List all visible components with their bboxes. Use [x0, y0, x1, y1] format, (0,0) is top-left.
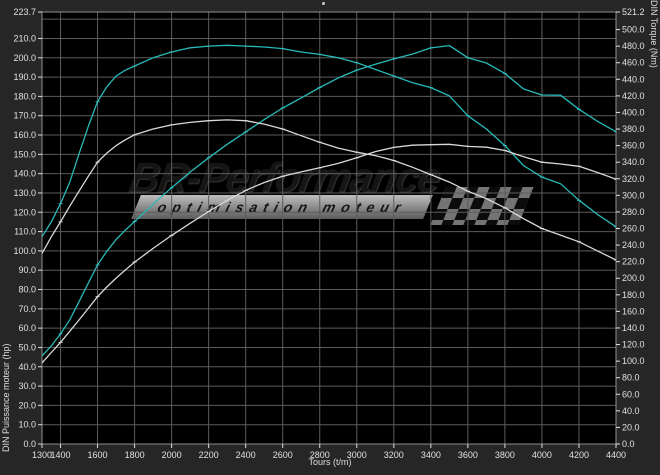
left-tick-label: 90.0 [18, 265, 36, 275]
left-tick-label: 30.0 [18, 381, 36, 391]
left-tick-label: 50.0 [18, 342, 36, 352]
right-tick-label: 480.0 [622, 41, 645, 51]
right-tick-label: 20.0 [622, 422, 640, 432]
left-tick-label: 210.0 [13, 33, 36, 43]
right-tick-label: 500.0 [622, 25, 645, 35]
right-tick-label: 360.0 [622, 141, 645, 151]
left-tick-label: 40.0 [18, 362, 36, 372]
x-tick-label: 3400 [421, 450, 441, 460]
right-tick-label: 420.0 [622, 91, 645, 101]
right-tick-label: 0.0 [622, 439, 635, 449]
x-tick-label: 3200 [384, 450, 404, 460]
x-tick-label: 2600 [273, 450, 293, 460]
x-tick-label: 1300 [32, 450, 52, 460]
left-tick-label: 223.7 [13, 7, 36, 17]
right-tick-label: 380.0 [622, 124, 645, 134]
x-tick-label: 2200 [199, 450, 219, 460]
cursor-artifact [322, 2, 325, 5]
x-tick-label: 4000 [532, 450, 552, 460]
x-tick-label: 3600 [458, 450, 478, 460]
left-tick-label: 60.0 [18, 323, 36, 333]
left-tick-label: 190.0 [13, 72, 36, 82]
left-tick-label: 110.0 [14, 227, 36, 237]
right-tick-label: 440.0 [622, 74, 645, 84]
right-tick-label: 60.0 [622, 389, 640, 399]
left-tick-label: 100.0 [13, 246, 36, 256]
x-tick-label: 4400 [606, 450, 626, 460]
right-tick-label: 100.0 [622, 356, 645, 366]
left-tick-label: 160.0 [13, 130, 36, 140]
right-tick-label: 340.0 [622, 157, 645, 167]
curve-power-tuned [42, 44, 616, 357]
right-tick-label: 400.0 [622, 107, 645, 117]
right-tick-label: 300.0 [622, 190, 645, 200]
right-tick-label: 80.0 [622, 373, 640, 383]
right-axis-title: DIN Torque (Nm) [649, 0, 659, 68]
x-tick-label: 1400 [51, 450, 71, 460]
right-tick-label: 160.0 [622, 306, 645, 316]
left-tick-label: 130.0 [13, 188, 36, 198]
x-axis-title: Tours (t/m) [308, 457, 352, 467]
right-tick-label: 320.0 [622, 174, 645, 184]
x-tick-label: 1800 [125, 450, 145, 460]
left-tick-label: 10.0 [18, 420, 36, 430]
x-tick-label: 2800 [310, 450, 330, 460]
left-tick-label: 70.0 [18, 304, 36, 314]
right-tick-label: 220.0 [622, 257, 645, 267]
left-tick-label: 180.0 [13, 91, 36, 101]
right-tick-label: 280.0 [622, 207, 645, 217]
left-tick-label: 140.0 [13, 169, 36, 179]
left-tick-label: 0.0 [23, 439, 36, 449]
x-tick-label: 2400 [236, 450, 256, 460]
right-tick-label: 40.0 [622, 406, 640, 416]
right-tick-label: 200.0 [622, 273, 645, 283]
x-tick-label: 2000 [162, 450, 182, 460]
x-tick-label: 3800 [495, 450, 515, 460]
x-tick-label: 1600 [88, 450, 108, 460]
x-tick-label: 4200 [569, 450, 589, 460]
left-tick-label: 200.0 [13, 53, 36, 63]
left-tick-label: 20.0 [18, 400, 36, 410]
x-tick-label: 3000 [347, 450, 367, 460]
curve-torque-stock [42, 119, 616, 261]
right-tick-label: 460.0 [622, 58, 645, 68]
right-tick-label: 240.0 [622, 240, 645, 250]
right-tick-label: 120.0 [622, 340, 645, 350]
left-tick-label: 150.0 [13, 149, 36, 159]
curve-torque-tuned [42, 44, 616, 238]
right-tick-label: 140.0 [622, 323, 645, 333]
curve-power-stock [42, 143, 616, 364]
right-tick-label: 521.2 [622, 7, 645, 17]
left-tick-label: 170.0 [13, 111, 36, 121]
left-tick-label: 80.0 [18, 285, 36, 295]
left-tick-label: 120.0 [13, 207, 36, 217]
right-tick-label: 260.0 [622, 223, 645, 233]
plot-area: BR-Performance optimisation moteur [42, 12, 616, 444]
right-tick-label: 180.0 [622, 290, 645, 300]
